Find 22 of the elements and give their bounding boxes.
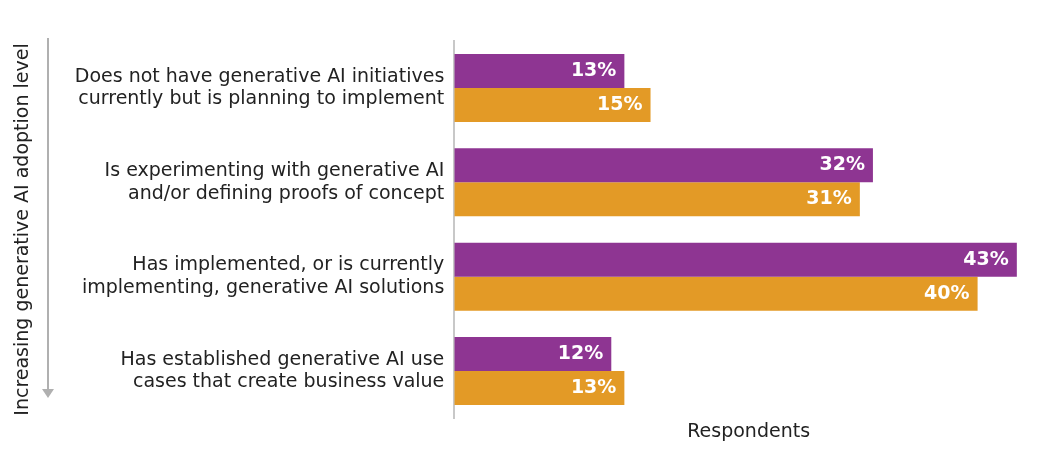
- bar: [454, 337, 612, 372]
- data-label: 40%: [924, 280, 970, 303]
- y-tick-label: Does not have generative AI initiatives currently but is planning to implement: [74, 63, 445, 109]
- data-label: 32%: [819, 152, 865, 175]
- y-tick-label: Has implemented, or is currently implementing, generative AI solutions: [81, 252, 445, 298]
- data-label: 13%: [570, 57, 617, 80]
- x-axis-title: Respondents: [687, 418, 811, 441]
- y-tick-label: Is experimenting with generative AI and/or defining proofs of concept: [104, 157, 445, 203]
- y-axis-title: Increasing generative AI adoption level: [10, 43, 33, 416]
- y-tick-label: Has established generative AI use cases that create business value: [120, 346, 445, 392]
- bar: [454, 87, 651, 122]
- bar: [454, 276, 978, 311]
- data-label: 13%: [570, 374, 617, 397]
- data-label: 15%: [597, 91, 643, 114]
- data-label: 43%: [963, 246, 1009, 269]
- bar: [454, 182, 860, 217]
- data-label: 12%: [557, 340, 604, 363]
- bar: [454, 242, 1017, 277]
- data-label: 31%: [806, 186, 852, 209]
- bar: [454, 371, 625, 405]
- bar: [454, 54, 625, 88]
- bar: [454, 148, 873, 183]
